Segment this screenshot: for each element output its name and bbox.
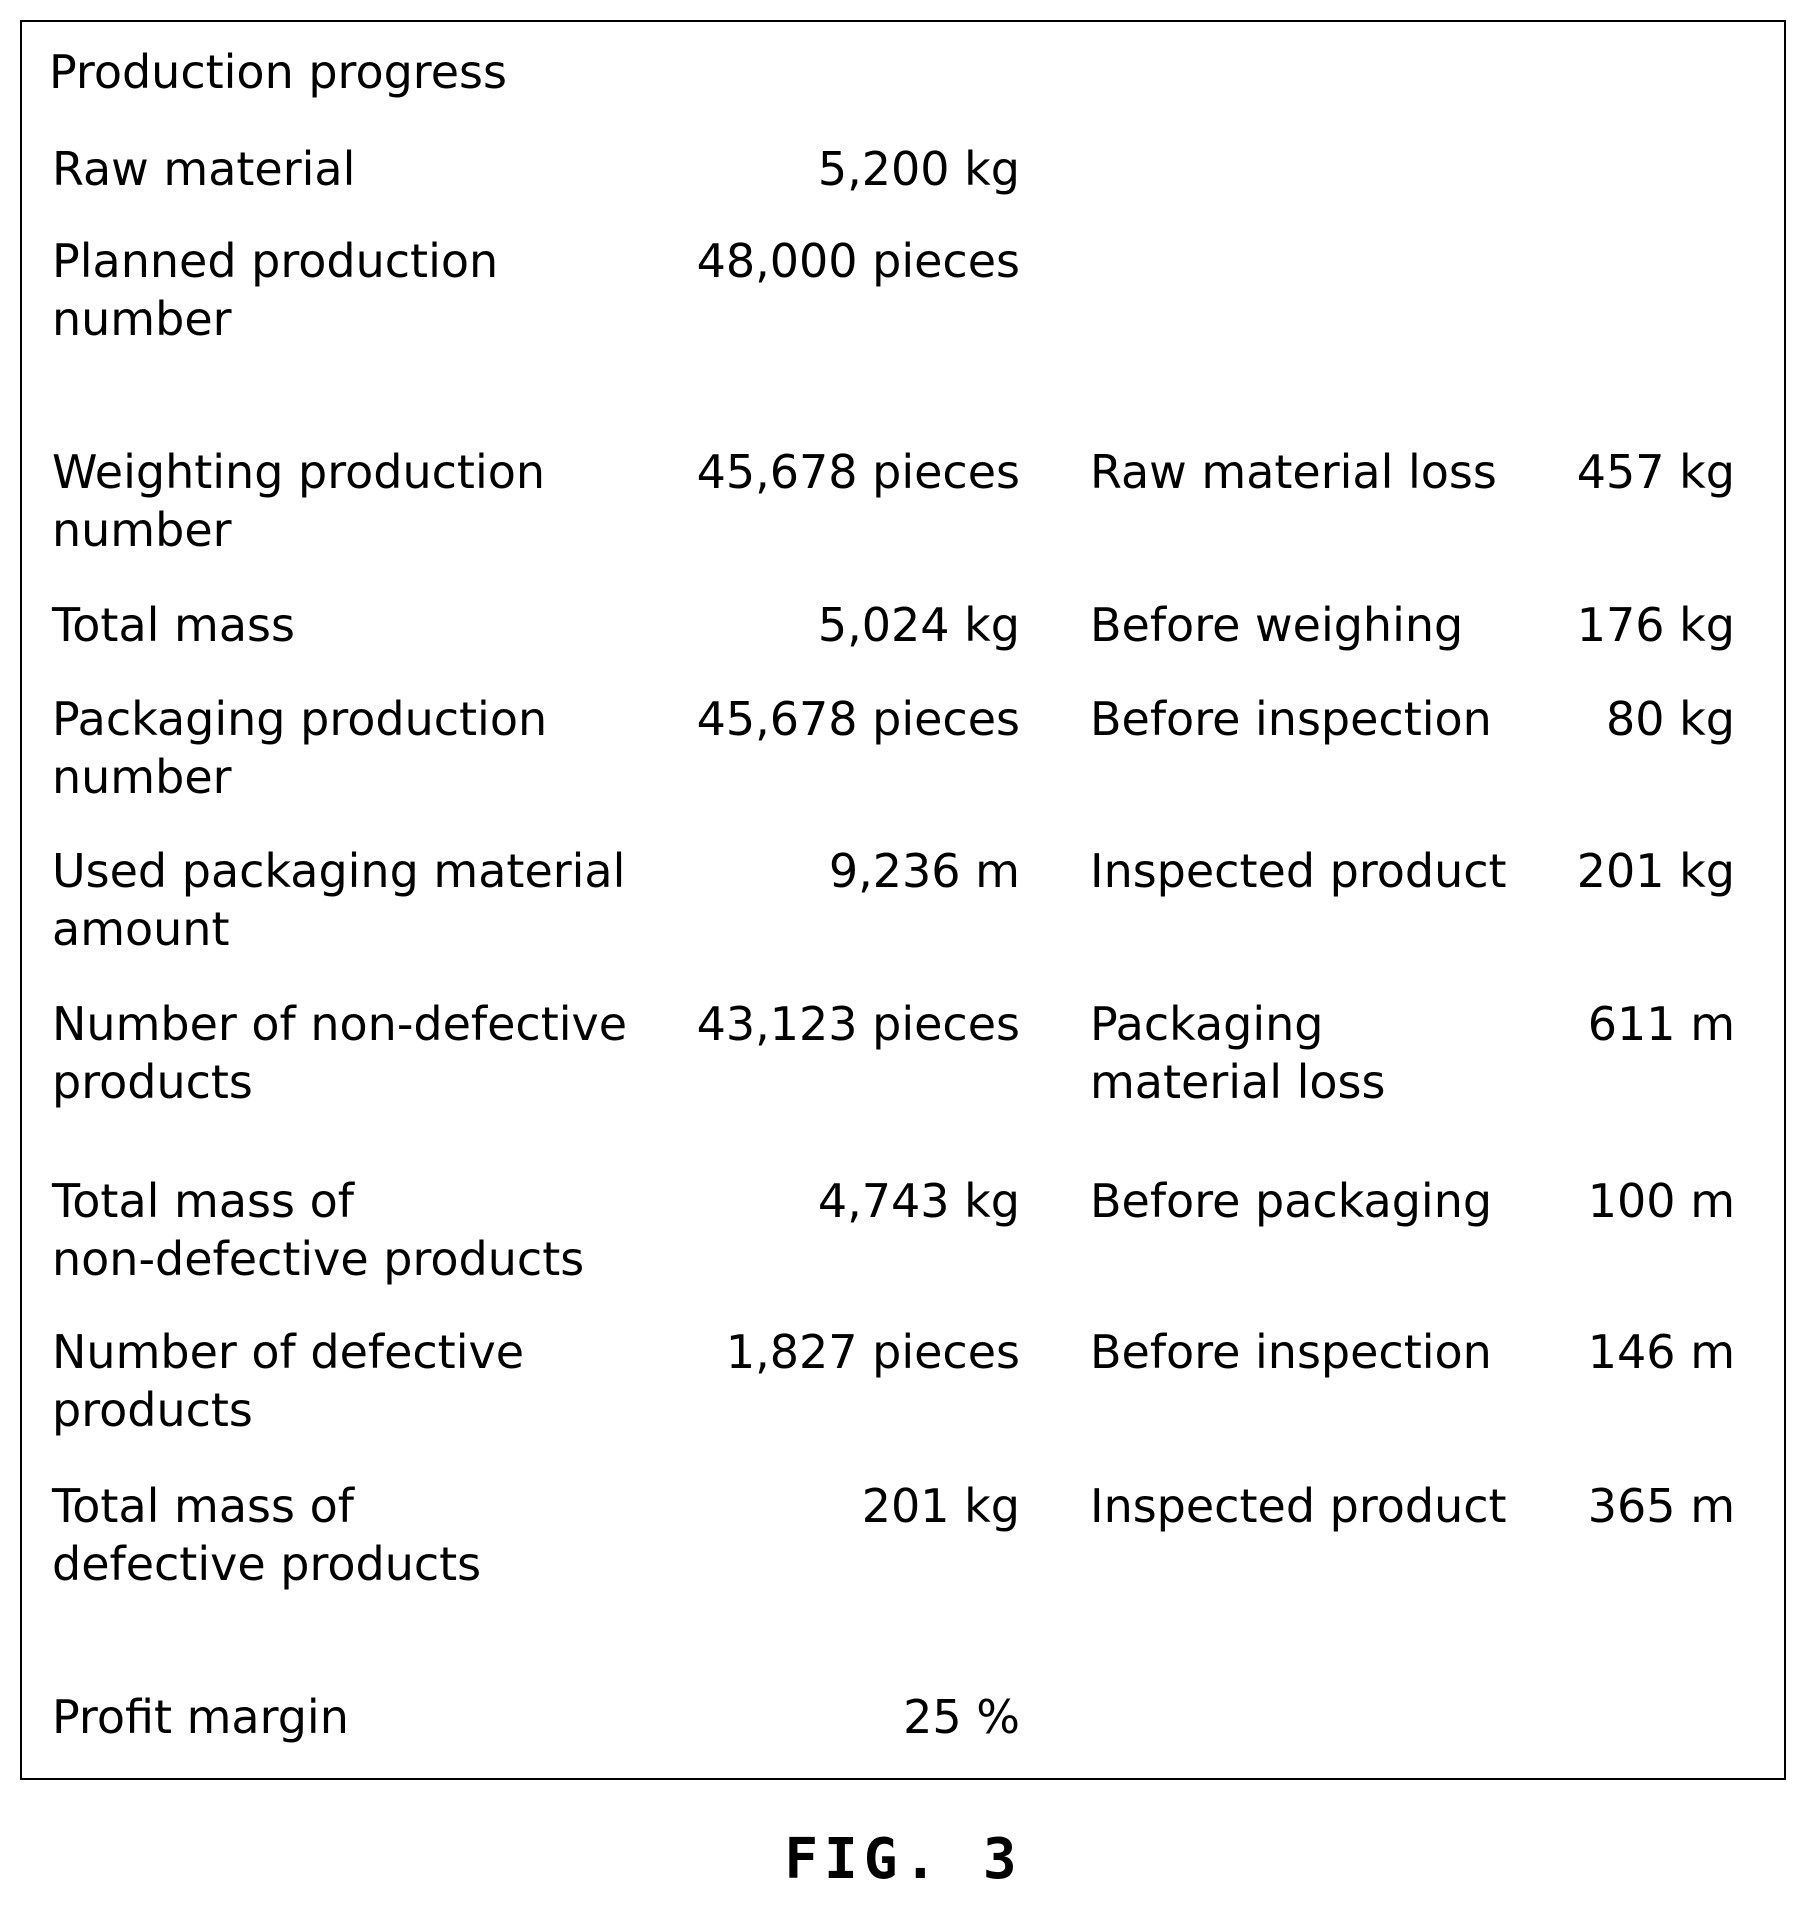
inspected-product-m-value: 365 m: [1587, 1479, 1735, 1533]
figure-caption: FIG. 3: [784, 1827, 1023, 1892]
before-weighing-label: Before weighing: [1090, 598, 1464, 652]
packaging-material-loss-label: Packaging material loss: [1090, 997, 1386, 1109]
packaging-production-number-label: Packaging production number: [52, 692, 548, 804]
used-packaging-material-amount-value: 9,236 m: [828, 844, 1020, 898]
defective-count-value: 1,827 pieces: [725, 1325, 1020, 1379]
defective-mass-label: Total mass of defective products: [52, 1479, 482, 1591]
non-defective-count-value: 43,123 pieces: [696, 997, 1020, 1051]
used-packaging-material-amount-label: Used packaging material amount: [52, 844, 626, 956]
raw-material-loss-value: 457 kg: [1576, 445, 1735, 499]
raw-material-value: 5,200 kg: [817, 142, 1020, 196]
before-packaging-value: 100 m: [1587, 1174, 1735, 1228]
non-defective-mass-label: Total mass of non-defective products: [52, 1174, 585, 1286]
total-mass-value: 5,024 kg: [817, 598, 1020, 652]
non-defective-count-label: Number of non-defective products: [52, 997, 628, 1109]
before-inspection-kg-label: Before inspection: [1090, 692, 1492, 746]
defective-count-label: Number of defective products: [52, 1325, 524, 1437]
weighting-production-number-label: Weighting production number: [52, 445, 546, 557]
before-inspection-kg-value: 80 kg: [1606, 692, 1735, 746]
planned-production-number-value: 48,000 pieces: [696, 234, 1020, 288]
defective-mass-value: 201 kg: [861, 1479, 1020, 1533]
weighting-production-number-value: 45,678 pieces: [696, 445, 1020, 499]
packaging-material-loss-value: 611 m: [1587, 997, 1735, 1051]
raw-material-loss-label: Raw material loss: [1090, 445, 1497, 499]
packaging-production-number-value: 45,678 pieces: [696, 692, 1020, 746]
before-packaging-label: Before packaging: [1090, 1174, 1493, 1228]
planned-production-number-label: Planned production number: [52, 234, 499, 346]
raw-material-label: Raw material: [52, 142, 356, 196]
before-weighing-value: 176 kg: [1576, 598, 1735, 652]
inspected-product-kg-label: Inspected product: [1090, 844, 1507, 898]
panel-title: Production progress: [49, 45, 507, 99]
profit-margin-label: Profit margin: [52, 1690, 349, 1744]
total-mass-label: Total mass: [52, 598, 295, 652]
inspected-product-kg-value: 201 kg: [1576, 844, 1735, 898]
inspected-product-m-label: Inspected product: [1090, 1479, 1507, 1533]
before-inspection-m-value: 146 m: [1587, 1325, 1735, 1379]
profit-margin-value: 25 %: [903, 1690, 1020, 1744]
non-defective-mass-value: 4,743 kg: [817, 1174, 1020, 1228]
production-progress-panel: Production progress: [20, 20, 1786, 1780]
before-inspection-m-label: Before inspection: [1090, 1325, 1492, 1379]
